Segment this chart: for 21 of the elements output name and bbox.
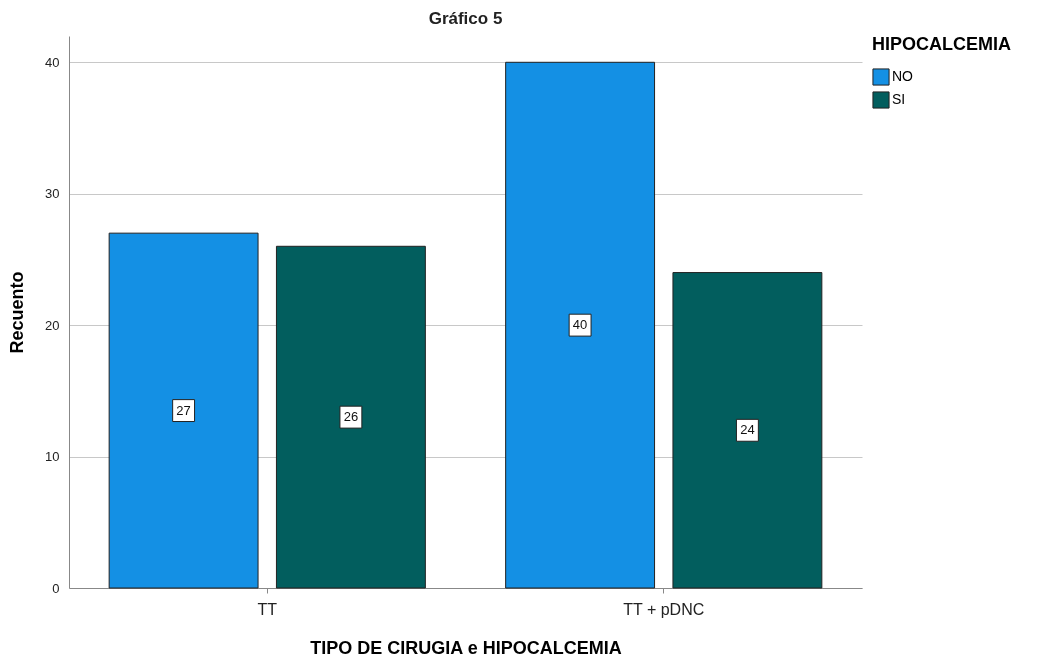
chart-title: Gráfico 5 <box>428 9 503 28</box>
data-label: 40 <box>572 317 588 333</box>
x-tick-label: TT + pDNC <box>623 600 705 618</box>
x-axis-title: TIPO DE CIRUGIA e HIPOCALCEMIA <box>310 637 622 658</box>
legend-title: HIPOCALCEMIA <box>872 34 1011 54</box>
y-tick-label: 10 <box>45 449 60 465</box>
y-tick-label: 20 <box>45 317 60 333</box>
y-tick-label: 30 <box>45 186 60 202</box>
bar <box>108 232 259 589</box>
y-tick-label: 40 <box>45 54 60 70</box>
bar <box>505 61 656 589</box>
y-tick-label: 0 <box>52 580 60 596</box>
data-label: 26 <box>343 409 359 425</box>
bar <box>672 272 823 589</box>
bar <box>275 245 426 589</box>
data-label: 27 <box>176 402 191 418</box>
y-axis-title: Recuento <box>7 271 28 354</box>
legend-label: SI <box>892 91 906 107</box>
data-label: 24 <box>740 422 755 438</box>
legend-label: NO <box>892 68 914 84</box>
x-tick-label: TT <box>257 600 278 618</box>
